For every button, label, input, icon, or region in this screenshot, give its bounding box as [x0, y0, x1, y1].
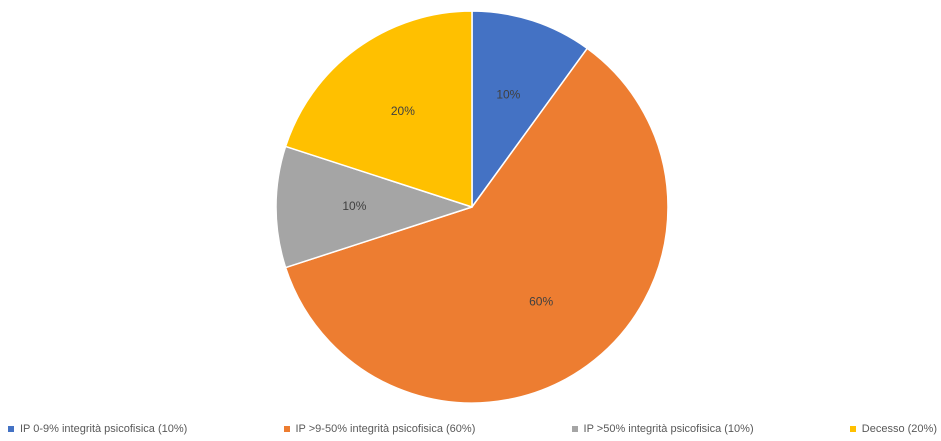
pie-slice-0 [471, 10, 588, 208]
legend-swatch-1 [283, 426, 290, 432]
chart-legend: IP 0-9% integrità psicofisica (10%) IP >9… [0, 419, 941, 439]
pie-data-label-0: 10% [496, 87, 520, 101]
pie-slice-2 [275, 145, 473, 269]
legend-item-3: Decesso (20%) [849, 423, 937, 435]
pie-data-label-2: 10% [342, 199, 366, 213]
legend-swatch-0 [8, 426, 14, 432]
legend-swatch-2 [571, 426, 578, 432]
pie-data-label-1: 60% [529, 294, 553, 308]
legend-label-0: IP 0-9% integrità psicofisica (10%) [20, 423, 188, 435]
pie-slices [275, 10, 669, 404]
pie-slice-1 [284, 47, 669, 404]
legend-label-2: IP >50% integrità psicofisica (10%) [583, 423, 754, 435]
pie-slice-3 [284, 10, 473, 208]
legend-item-0: IP 0-9% integrità psicofisica (10%) [8, 423, 187, 435]
legend-item-1: IP >9-50% integrità psicofisica (60%) [283, 423, 476, 435]
legend-item-2: IP >50% integrità psicofisica (10%) [571, 423, 754, 435]
legend-swatch-3 [849, 426, 856, 432]
pie-chart: 10% 60% 10% 20% [275, 10, 669, 404]
legend-label-3: Decesso (20%) [861, 423, 937, 435]
pie-data-labels: 10% 60% 10% 20% [342, 87, 553, 308]
legend-label-1: IP >9-50% integrità psicofisica (60%) [295, 423, 476, 435]
pie-data-label-3: 20% [391, 104, 415, 118]
